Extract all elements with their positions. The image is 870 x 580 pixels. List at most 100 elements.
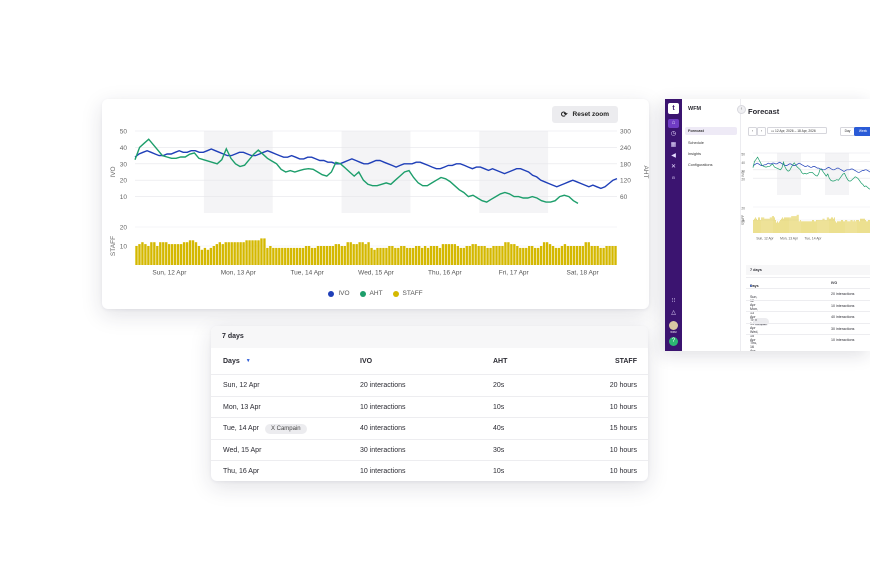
staff-bar[interactable] — [263, 238, 266, 265]
staff-bar[interactable] — [376, 247, 379, 265]
staff-bar[interactable] — [367, 242, 370, 265]
staff-bar[interactable] — [162, 242, 165, 265]
staff-bar[interactable] — [212, 246, 216, 265]
staff-bar[interactable] — [298, 247, 302, 265]
staff-bar[interactable] — [358, 242, 361, 265]
series-ivo-line[interactable] — [752, 161, 870, 182]
staff-bar[interactable] — [171, 244, 174, 265]
staff-bar[interactable] — [444, 244, 448, 265]
table-row[interactable]: Wed, 15 Apr 30 interactions 30s 10 hours — [211, 438, 648, 461]
staff-bar[interactable] — [483, 246, 486, 265]
staff-bar[interactable] — [572, 246, 576, 265]
staff-bar[interactable] — [590, 246, 593, 265]
staff-bar[interactable] — [477, 246, 480, 265]
staff-bar[interactable] — [465, 246, 468, 265]
staff-bar[interactable] — [605, 246, 608, 265]
staff-bar[interactable] — [188, 240, 192, 265]
staff-bar[interactable] — [498, 246, 501, 265]
staff-bar[interactable] — [266, 247, 269, 265]
staff-bar[interactable] — [447, 244, 451, 265]
staff-bar[interactable] — [423, 246, 427, 265]
staff-bar[interactable] — [153, 242, 156, 265]
staff-bar[interactable] — [292, 247, 296, 265]
staff-bar[interactable] — [176, 244, 180, 265]
mini-table-row[interactable]: Sun, 12 Apr 20 interactions — [746, 288, 870, 307]
view-day-button[interactable]: Day — [840, 127, 855, 136]
staff-bar[interactable] — [611, 246, 614, 265]
prev-week-button[interactable]: ‹ — [748, 127, 757, 136]
staff-bar[interactable] — [144, 244, 147, 265]
staff-bar[interactable] — [593, 246, 596, 265]
staff-bar[interactable] — [557, 247, 561, 265]
staff-bar[interactable] — [319, 246, 323, 265]
nav-item-insights[interactable]: Insights — [688, 152, 702, 156]
staff-bar[interactable] — [150, 242, 153, 265]
staff-bar[interactable] — [284, 247, 287, 265]
legend-staff[interactable]: STAFF — [392, 290, 423, 297]
staff-bar[interactable] — [168, 244, 171, 265]
legend-aht[interactable]: AHT — [359, 290, 383, 297]
staff-bar[interactable] — [251, 240, 254, 265]
staff-bar[interactable] — [587, 242, 590, 265]
staff-bar[interactable] — [575, 246, 579, 265]
calendar-icon[interactable]: ▦ — [670, 142, 677, 148]
staff-bar[interactable] — [233, 242, 236, 265]
grid-icon[interactable]: ⁝⁝ — [671, 298, 676, 304]
staff-bar[interactable] — [453, 244, 457, 265]
series-aht-line[interactable] — [752, 156, 870, 190]
staff-bar[interactable] — [462, 247, 465, 265]
staff-bar[interactable] — [307, 246, 311, 265]
staff-bar[interactable] — [206, 249, 210, 265]
campaign-tag[interactable]: X Campain — [264, 423, 307, 434]
mini-table-row[interactable]: Thu, 16 Apr 10 interactions — [746, 334, 870, 351]
staff-bar[interactable] — [560, 246, 564, 265]
staff-bar[interactable] — [147, 246, 150, 265]
staff-bar[interactable] — [441, 244, 445, 265]
bell-icon[interactable]: △ — [671, 310, 676, 316]
staff-bar[interactable] — [533, 247, 537, 265]
staff-bar[interactable] — [403, 246, 406, 265]
view-week-button[interactable]: Week — [854, 127, 870, 136]
staff-bar[interactable] — [257, 240, 260, 265]
nav-item-schedule[interactable]: Schedule — [688, 141, 704, 145]
staff-bar[interactable] — [397, 247, 400, 265]
staff-bar[interactable] — [495, 246, 498, 265]
staff-bar[interactable] — [385, 247, 388, 265]
staff-bar[interactable] — [414, 246, 418, 265]
col-days-header[interactable]: Days ▼ — [223, 358, 251, 365]
staff-bar[interactable] — [474, 244, 477, 265]
staff-bar[interactable] — [563, 244, 567, 265]
date-range-picker[interactable]: ▭ 12 Apr, 2026 – 18 Apr, 2026 — [767, 127, 827, 134]
staff-bar[interactable] — [355, 244, 358, 265]
staff-bar[interactable] — [278, 247, 281, 265]
staff-bar[interactable] — [310, 247, 314, 265]
staff-bar[interactable] — [182, 242, 186, 265]
staff-bar[interactable] — [328, 246, 332, 265]
staff-bar[interactable] — [221, 244, 224, 265]
staff-bar[interactable] — [370, 247, 373, 265]
staff-bar[interactable] — [584, 242, 587, 265]
staff-bar[interactable] — [551, 246, 555, 265]
staff-bar[interactable] — [429, 246, 433, 265]
staff-bar[interactable] — [218, 242, 221, 265]
staff-bar[interactable] — [531, 246, 534, 265]
staff-bar[interactable] — [432, 246, 436, 265]
staff-bar[interactable] — [581, 246, 584, 265]
users-icon[interactable]: ✕ — [670, 164, 677, 170]
nav-item-configurations[interactable]: Configurations — [688, 163, 713, 167]
help-icon[interactable]: ? — [669, 337, 678, 346]
staff-bar[interactable] — [260, 238, 263, 265]
clock-icon[interactable]: ◷ — [670, 131, 677, 137]
staff-bar[interactable] — [301, 247, 305, 265]
staff-bar[interactable] — [602, 247, 605, 265]
staff-bar[interactable] — [417, 246, 421, 265]
staff-bar[interactable] — [614, 246, 617, 265]
staff-bar[interactable] — [459, 247, 462, 265]
nav-item-forecast[interactable]: Forecast — [685, 127, 737, 135]
staff-bar[interactable] — [141, 242, 144, 265]
staff-bar[interactable] — [322, 246, 326, 265]
staff-bar[interactable] — [254, 240, 257, 265]
staff-bar[interactable] — [599, 247, 602, 265]
staff-bar[interactable] — [504, 242, 507, 265]
